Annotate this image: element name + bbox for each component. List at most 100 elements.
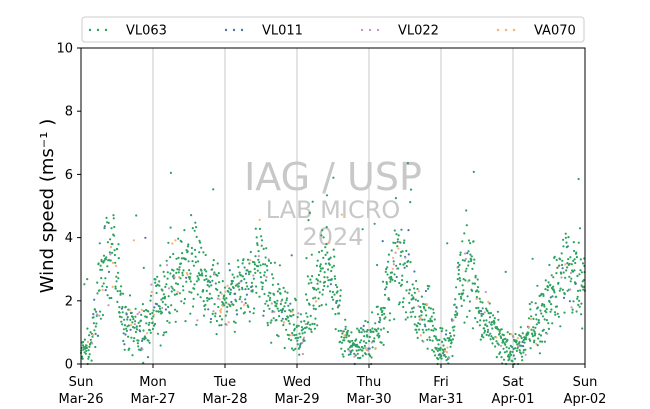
data-point [148, 321, 151, 324]
data-point [147, 310, 150, 313]
data-point [122, 339, 125, 343]
data-point [384, 288, 387, 291]
data-point [316, 279, 320, 282]
data-point [297, 336, 300, 339]
data-point [174, 320, 177, 323]
data-point [530, 315, 533, 318]
data-point [209, 275, 212, 278]
data-point [327, 268, 330, 271]
data-point [444, 339, 447, 342]
data-point [561, 267, 564, 270]
data-point [118, 311, 121, 314]
data-point [245, 281, 248, 284]
data-point [309, 314, 312, 317]
data-point [393, 273, 396, 276]
data-point [363, 335, 366, 338]
data-point [385, 281, 388, 284]
data-point [312, 304, 315, 307]
data-point [195, 226, 198, 229]
data-point [559, 258, 562, 261]
data-point [222, 302, 225, 305]
legend-marker [104, 28, 108, 32]
data-point [175, 292, 178, 296]
data-point [445, 329, 448, 332]
data-point [390, 271, 394, 274]
data-point [152, 315, 155, 318]
data-point [573, 269, 576, 272]
data-point [220, 318, 223, 321]
data-point [105, 256, 108, 259]
data-point [565, 241, 568, 244]
data-point [83, 283, 86, 286]
data-point [161, 289, 164, 292]
data-point [376, 305, 379, 308]
data-point [319, 263, 322, 266]
data-point [174, 308, 177, 311]
x-tick-label-date: Mar-31 [419, 392, 464, 407]
data-point [212, 310, 215, 313]
legend-marker [496, 28, 500, 32]
data-point [400, 283, 403, 286]
data-point [208, 297, 211, 300]
data-point [572, 300, 575, 303]
data-point [120, 316, 123, 319]
data-point [386, 266, 389, 269]
data-point [144, 337, 147, 340]
data-point [251, 289, 254, 292]
data-point [309, 323, 312, 326]
data-point [505, 350, 508, 353]
data-point [553, 311, 557, 314]
data-point [489, 332, 492, 335]
data-point [83, 338, 86, 341]
data-point [366, 335, 369, 338]
data-point [134, 320, 137, 323]
data-point [323, 280, 327, 283]
x-axis: Sun Mar-26 Mon Mar-27 Tue Mar-28 Wed Mar-29 Thu M… [59, 364, 606, 407]
data-point [82, 348, 85, 351]
data-point [431, 349, 434, 352]
data-point [421, 328, 424, 331]
data-point [520, 336, 523, 340]
data-point [478, 309, 481, 312]
data-point [107, 304, 110, 307]
data-point [297, 324, 300, 327]
data-point [139, 319, 143, 322]
data-point [127, 335, 130, 338]
data-point [454, 298, 457, 301]
data-point [516, 343, 519, 346]
data-point [566, 245, 570, 248]
data-point [582, 285, 585, 288]
data-point [385, 286, 388, 289]
data-point [159, 264, 162, 267]
data-point [365, 348, 368, 351]
data-point [396, 240, 399, 243]
data-point [200, 246, 203, 249]
data-point [363, 344, 366, 347]
data-point [493, 321, 496, 324]
data-point [466, 315, 469, 318]
data-point [434, 354, 437, 357]
data-point [566, 266, 569, 269]
data-point [496, 310, 499, 313]
data-point [293, 327, 296, 330]
legend-marker [232, 28, 236, 32]
data-point [355, 349, 358, 352]
data-point [123, 318, 126, 321]
data-point [453, 325, 456, 328]
data-point [236, 283, 239, 286]
data-point [549, 283, 552, 286]
data-point [404, 256, 407, 259]
data-point [330, 296, 334, 299]
data-point [552, 289, 556, 292]
data-point [328, 263, 331, 266]
data-point [482, 319, 485, 322]
data-point [270, 341, 273, 344]
data-point [237, 265, 240, 269]
data-point [175, 271, 178, 274]
data-point [400, 228, 403, 231]
data-point [218, 298, 221, 301]
data-point [350, 345, 353, 348]
data-point [344, 325, 347, 328]
data-point [252, 277, 255, 280]
data-point [520, 352, 523, 355]
